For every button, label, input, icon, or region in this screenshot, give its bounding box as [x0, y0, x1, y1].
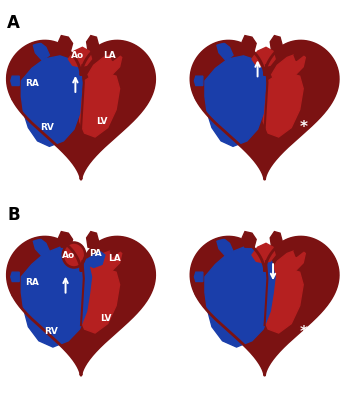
Polygon shape	[111, 241, 125, 256]
Polygon shape	[294, 241, 308, 256]
Text: RA: RA	[25, 278, 39, 287]
Polygon shape	[194, 90, 203, 100]
Polygon shape	[87, 232, 99, 249]
Text: RV: RV	[40, 123, 54, 132]
Polygon shape	[205, 56, 266, 146]
Polygon shape	[21, 56, 82, 146]
Text: LA: LA	[108, 254, 121, 264]
Text: Ao: Ao	[62, 250, 75, 260]
Polygon shape	[308, 280, 319, 289]
Polygon shape	[80, 269, 120, 333]
Text: PA: PA	[89, 249, 102, 258]
Polygon shape	[11, 286, 19, 296]
Polygon shape	[252, 243, 275, 263]
Polygon shape	[194, 272, 203, 282]
Polygon shape	[11, 272, 19, 282]
Polygon shape	[7, 41, 155, 179]
Polygon shape	[191, 41, 338, 179]
Text: LA: LA	[103, 51, 116, 60]
Polygon shape	[242, 232, 256, 247]
Polygon shape	[217, 42, 233, 60]
Circle shape	[63, 242, 85, 268]
Polygon shape	[191, 237, 338, 375]
Polygon shape	[217, 238, 233, 256]
Polygon shape	[270, 232, 282, 249]
Text: *: *	[299, 326, 307, 340]
Polygon shape	[272, 249, 305, 278]
Polygon shape	[59, 232, 73, 247]
Text: *: *	[299, 120, 307, 135]
Polygon shape	[7, 237, 155, 375]
Text: LV: LV	[96, 117, 108, 126]
Polygon shape	[270, 36, 282, 53]
Polygon shape	[252, 47, 275, 67]
Polygon shape	[88, 53, 122, 82]
Polygon shape	[11, 76, 19, 86]
Text: LV: LV	[100, 314, 111, 324]
Polygon shape	[125, 280, 136, 289]
Polygon shape	[87, 252, 105, 268]
Polygon shape	[272, 53, 305, 82]
Polygon shape	[33, 42, 49, 60]
Polygon shape	[242, 36, 256, 51]
Polygon shape	[88, 249, 122, 278]
Polygon shape	[308, 84, 319, 93]
Polygon shape	[87, 36, 99, 53]
Polygon shape	[11, 90, 19, 100]
Text: B: B	[7, 206, 20, 224]
Polygon shape	[205, 247, 275, 347]
Polygon shape	[21, 247, 91, 347]
Polygon shape	[194, 286, 203, 296]
Polygon shape	[263, 269, 303, 333]
Polygon shape	[33, 238, 49, 256]
Polygon shape	[125, 84, 136, 93]
Text: RV: RV	[45, 327, 58, 336]
Polygon shape	[294, 45, 308, 60]
Polygon shape	[59, 36, 73, 51]
Polygon shape	[263, 73, 303, 137]
Polygon shape	[80, 73, 120, 137]
Polygon shape	[111, 45, 125, 60]
Text: A: A	[7, 14, 20, 32]
Text: RA: RA	[25, 80, 39, 88]
Polygon shape	[194, 76, 203, 86]
Polygon shape	[68, 47, 91, 67]
Text: Ao: Ao	[71, 51, 84, 60]
